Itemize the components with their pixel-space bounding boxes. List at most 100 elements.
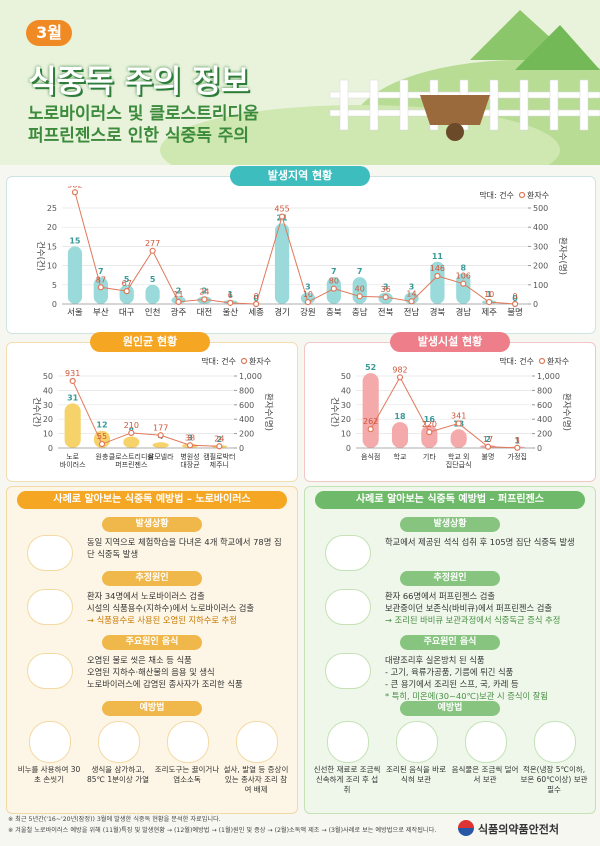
y-tick-label: 15 xyxy=(47,242,57,251)
patient-value-label: 14 xyxy=(406,289,416,298)
patient-marker xyxy=(356,293,363,300)
y-tick-label: 10 xyxy=(43,430,53,439)
section-heading: 추정원인 xyxy=(400,571,500,586)
tip-text: 신선한 재료로 조금씩 신속하게 조리 후 섭취 xyxy=(313,765,381,794)
header-art xyxy=(0,0,600,165)
patient-marker xyxy=(128,429,135,436)
patient-value-label: 982 xyxy=(392,365,407,374)
item-text: 오염된 지하수·해산물의 음용 및 생식 xyxy=(87,667,215,677)
legend-label: 막대: 건수 xyxy=(479,190,514,200)
tip-icon xyxy=(327,721,369,763)
patient-marker xyxy=(330,285,337,292)
x-tick-label: 캠필로박터 제주니 xyxy=(203,452,235,469)
bar-value-label: 8 xyxy=(460,263,466,272)
tip-icon xyxy=(534,721,576,763)
bar xyxy=(123,436,140,448)
y2-tick-label: 0 xyxy=(239,444,244,453)
patient-value-label: 10 xyxy=(484,290,494,299)
y2-tick-label: 500 xyxy=(533,204,548,213)
tip-text: 설사, 발열 등 증상이 있는 종사자 조리 참여 배제 xyxy=(223,765,289,794)
patient-marker xyxy=(201,296,208,303)
agency-logo xyxy=(458,820,474,836)
chart: 0 10 20 30 40 50 0 200 400 600 800 1,000 건수(건) 환자수(명)… xyxy=(31,356,274,469)
y-axis-label: 건수(건) xyxy=(31,397,42,427)
patient-value-label: 87 xyxy=(96,275,106,284)
patient-value-label: 24 xyxy=(199,287,209,296)
item-text: 노로바이러스에 감염된 종사자가 조리한 식품 xyxy=(87,679,243,689)
item-text: → 조리된 바비큐 보관과정에서 식중독균 증식 추정 xyxy=(385,615,561,625)
bar xyxy=(152,442,169,448)
chart-title: 발생시설 현황 xyxy=(390,332,510,352)
tip-text: 적온(냉장 5℃이하, 보온 60℃이상) 보관 필수 xyxy=(520,765,588,794)
patient-marker xyxy=(304,298,312,306)
tip-text: 음식물은 조금씩 덜어서 보관 xyxy=(451,765,519,784)
item-text: - 고기, 육류가공품, 기름에 튀긴 식품 xyxy=(385,667,514,677)
y2-tick-label: 400 xyxy=(533,223,548,232)
bar-value-label: 3 xyxy=(383,282,389,291)
patient-value-label: 220 xyxy=(422,420,437,429)
y2-tick-label: 200 xyxy=(537,430,552,439)
legend-marker xyxy=(538,357,546,365)
x-tick-label: 기타 xyxy=(423,452,436,461)
bar-value-label: 31 xyxy=(67,393,79,402)
y2-tick-label: 400 xyxy=(537,415,552,424)
patient-marker xyxy=(149,247,156,254)
x-tick-label: 강원 xyxy=(300,307,316,318)
y-tick-label: 20 xyxy=(47,223,57,232)
case-title: 사례로 알아보는 식중독 예방법 – 퍼프린젠스 xyxy=(315,491,585,509)
y-tick-label: 40 xyxy=(43,386,53,395)
y-tick-label: 25 xyxy=(47,204,57,213)
bar xyxy=(391,422,409,448)
patient-marker xyxy=(216,443,223,450)
item-text: 학교에서 제공된 석식 섭취 후 105명 집단 식중독 발생 xyxy=(385,537,575,547)
patient-marker xyxy=(514,444,521,451)
patient-marker xyxy=(71,189,79,196)
subtitle: 퍼프린젠스로 인한 식중독 주의 xyxy=(28,126,250,146)
bar-value-label: 7 xyxy=(331,267,337,276)
patient-marker xyxy=(396,374,404,381)
bar-value-label: 15 xyxy=(69,236,81,245)
legend-label: 환자수 xyxy=(547,356,569,366)
patient-marker xyxy=(511,300,519,308)
section-items: 환자 66명에서 퍼프린젠스 검출 보관중이던 보존식(바비큐)에서 퍼프린젠스 … xyxy=(385,590,585,626)
bar-value-label: 1 xyxy=(227,290,233,299)
legend-label: 막대: 건수 xyxy=(201,356,236,366)
bar-value-label: 0 xyxy=(253,294,259,303)
bar xyxy=(64,403,81,448)
bar xyxy=(300,292,316,304)
y-tick-label: 0 xyxy=(52,300,57,309)
patient-value-label: 38 xyxy=(185,433,195,442)
y2-tick-label: 100 xyxy=(533,281,548,290)
patient-value-label: 146 xyxy=(430,264,445,273)
bar xyxy=(362,373,379,448)
y2-tick-label: 800 xyxy=(239,386,254,395)
x-tick-label: 부산 xyxy=(93,307,109,318)
patient-value-label: 17 xyxy=(483,435,493,444)
x-tick-label: 경남 xyxy=(455,307,471,318)
y-tick-label: 0 xyxy=(346,444,351,453)
patient-marker xyxy=(175,298,182,305)
chart-title: 발생지역 현황 xyxy=(230,166,370,186)
y-tick-label: 10 xyxy=(341,430,351,439)
patient-value-label: 55 xyxy=(97,432,107,441)
x-tick-label: 제주 xyxy=(481,308,497,318)
patient-value-label: 582 xyxy=(67,186,82,189)
section-icon xyxy=(27,653,73,689)
patient-marker xyxy=(186,442,194,449)
x-tick-label: 학교 외 집단급식 xyxy=(446,452,472,469)
bar-value-label: 2 xyxy=(202,286,208,295)
tip-text: 비누를 사용하여 30초 손씻기 xyxy=(17,765,81,784)
footer-note: ※ 최근 5년간('16~'20년(잠정)) 3월에 발생한 식중독 현황을 분… xyxy=(8,816,221,823)
patient-marker xyxy=(123,288,130,295)
item-text: 대량조리후 실온방치 된 식품 xyxy=(385,655,485,665)
y-tick-label: 50 xyxy=(341,372,351,381)
patient-value-label: 40 xyxy=(355,284,365,293)
section-heading: 주요원인 음식 xyxy=(102,635,202,650)
tip-text: 조리도구는 끓이거나 염소소독 xyxy=(154,765,220,784)
x-tick-label: 노로 바이러스 xyxy=(60,453,86,469)
y2-axis-label: 환자수(명) xyxy=(557,237,568,275)
section-items: 동일 지역으로 체험학습을 다녀온 4개 학교에서 78명 집단 식중독 발생 xyxy=(87,536,287,560)
patient-marker xyxy=(486,298,493,306)
x-tick-label: 클로스트리디움 퍼프린젠스 xyxy=(109,452,155,469)
